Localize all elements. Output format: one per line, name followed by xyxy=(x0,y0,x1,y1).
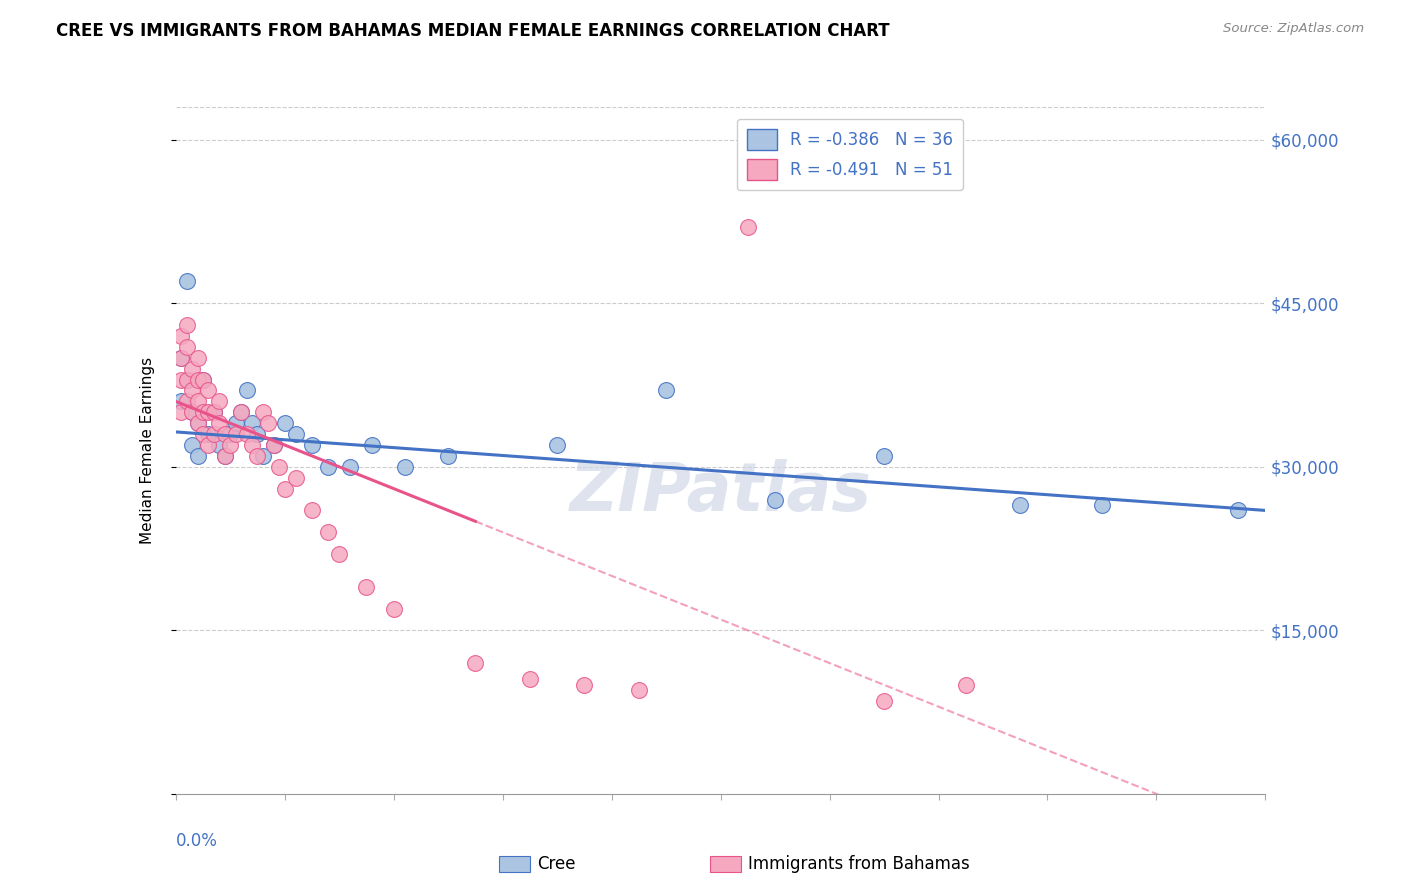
Point xyxy=(191,373,214,387)
Point xyxy=(186,394,209,409)
Point xyxy=(627,683,650,698)
Point xyxy=(186,351,209,365)
Point xyxy=(202,427,225,442)
Point xyxy=(181,438,204,452)
Point xyxy=(181,405,204,419)
Point xyxy=(873,694,896,708)
Point xyxy=(252,405,274,419)
Text: ZIPatlas: ZIPatlas xyxy=(569,458,872,524)
Point xyxy=(197,438,219,452)
Point xyxy=(437,449,460,463)
Point xyxy=(197,405,219,419)
Point xyxy=(356,580,378,594)
Point xyxy=(176,318,198,332)
Point xyxy=(191,427,214,442)
Point xyxy=(176,394,198,409)
Point xyxy=(170,329,193,343)
Point xyxy=(176,340,198,354)
Point xyxy=(737,219,759,234)
Point xyxy=(318,459,340,474)
Point xyxy=(955,678,977,692)
Point xyxy=(170,351,193,365)
Point xyxy=(655,384,678,398)
Point xyxy=(284,427,307,442)
Point xyxy=(328,547,350,561)
Point xyxy=(519,673,541,687)
Point xyxy=(186,416,209,430)
Point xyxy=(225,416,247,430)
Point xyxy=(574,678,596,692)
Point xyxy=(301,438,323,452)
Point xyxy=(873,449,896,463)
Point xyxy=(181,384,204,398)
Point xyxy=(197,427,219,442)
Point xyxy=(360,438,382,452)
Point xyxy=(231,405,253,419)
Point xyxy=(214,427,236,442)
Point xyxy=(246,427,269,442)
Point xyxy=(394,459,416,474)
Point xyxy=(219,427,242,442)
Point xyxy=(274,416,297,430)
Point xyxy=(208,438,231,452)
Point xyxy=(235,384,257,398)
Point xyxy=(176,373,198,387)
Point xyxy=(235,427,257,442)
Point xyxy=(263,438,285,452)
Point xyxy=(263,438,285,452)
Point xyxy=(240,416,263,430)
Point xyxy=(191,373,214,387)
Point xyxy=(225,427,247,442)
Text: Source: ZipAtlas.com: Source: ZipAtlas.com xyxy=(1223,22,1364,36)
Point xyxy=(382,601,405,615)
Point xyxy=(208,394,231,409)
Point xyxy=(170,394,193,409)
Point xyxy=(284,471,307,485)
Text: Cree: Cree xyxy=(537,855,575,873)
Point xyxy=(546,438,568,452)
Point xyxy=(170,405,193,419)
Point xyxy=(176,373,198,387)
Point xyxy=(214,449,236,463)
Point xyxy=(318,525,340,540)
Point xyxy=(202,405,225,419)
Legend: R = -0.386   N = 36, R = -0.491   N = 51: R = -0.386 N = 36, R = -0.491 N = 51 xyxy=(737,119,963,190)
Point xyxy=(176,275,198,289)
Text: Immigrants from Bahamas: Immigrants from Bahamas xyxy=(748,855,970,873)
Point xyxy=(763,492,786,507)
Point xyxy=(246,449,269,463)
Point xyxy=(170,351,193,365)
Point xyxy=(231,405,253,419)
Point xyxy=(208,416,231,430)
Point xyxy=(181,405,204,419)
Point xyxy=(202,405,225,419)
Point xyxy=(219,438,242,452)
Point xyxy=(197,384,219,398)
Point xyxy=(1227,503,1250,517)
Point xyxy=(191,405,214,419)
Point xyxy=(257,416,280,430)
Point xyxy=(181,361,204,376)
Y-axis label: Median Female Earnings: Median Female Earnings xyxy=(141,357,155,544)
Point xyxy=(1010,498,1032,512)
Text: CREE VS IMMIGRANTS FROM BAHAMAS MEDIAN FEMALE EARNINGS CORRELATION CHART: CREE VS IMMIGRANTS FROM BAHAMAS MEDIAN F… xyxy=(56,22,890,40)
Point xyxy=(170,373,193,387)
Text: 0.0%: 0.0% xyxy=(176,831,218,850)
Point xyxy=(214,449,236,463)
Point xyxy=(339,459,361,474)
Point xyxy=(186,373,209,387)
Point xyxy=(252,449,274,463)
Point xyxy=(1091,498,1114,512)
Point xyxy=(301,503,323,517)
Point xyxy=(464,656,486,670)
Point xyxy=(240,438,263,452)
Point xyxy=(186,449,209,463)
Point xyxy=(269,459,291,474)
Point xyxy=(186,416,209,430)
Point xyxy=(274,482,297,496)
